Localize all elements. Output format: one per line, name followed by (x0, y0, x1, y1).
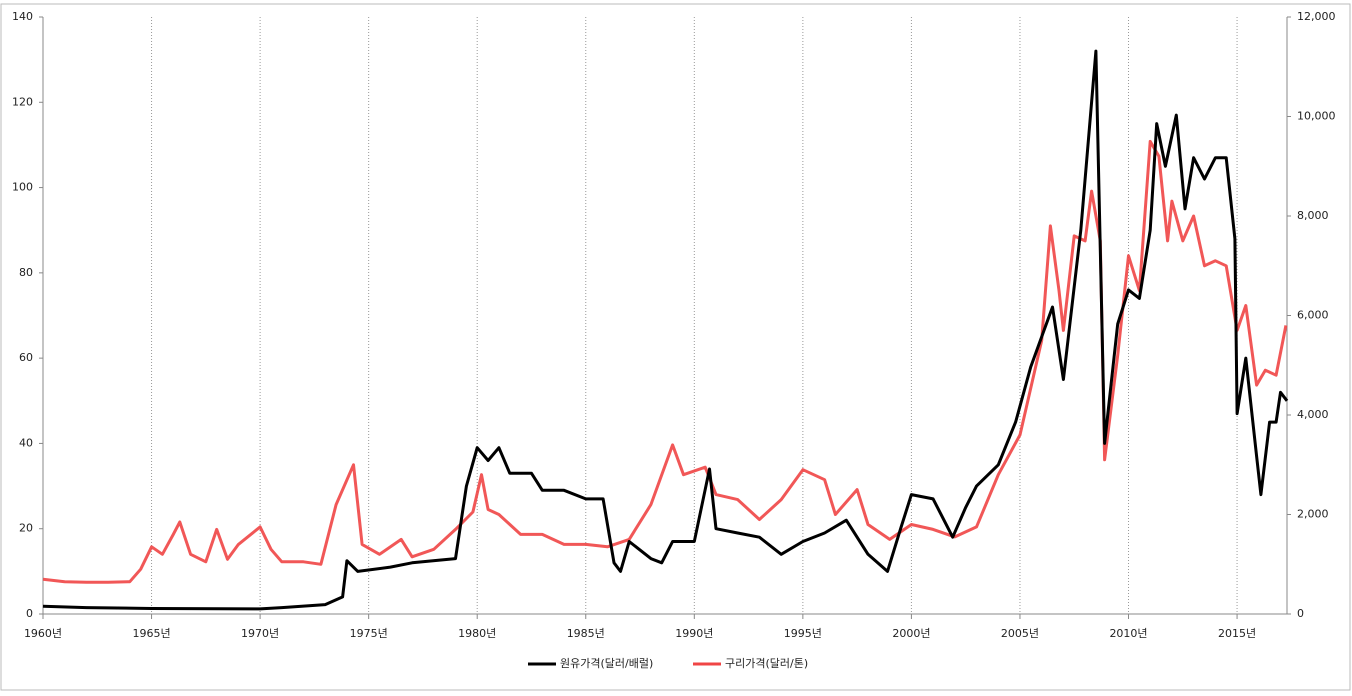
y2-tick-label: 10,000 (1297, 110, 1336, 123)
y2-tick-label: 2,000 (1297, 508, 1329, 521)
y-tick-label: 20 (19, 522, 33, 535)
x-tick-label: 1985년 (567, 627, 605, 640)
x-tick-label: 1990년 (675, 627, 713, 640)
x-tick-label: 1980년 (458, 627, 496, 640)
legend-label: 원유가격(달러/배럴) (560, 657, 653, 670)
x-tick-label: 1995년 (784, 627, 822, 640)
y-tick-label: 100 (12, 181, 33, 194)
y2-tick-label: 6,000 (1297, 309, 1329, 322)
y2-tick-label: 8,000 (1297, 209, 1329, 222)
x-tick-label: 1960년 (24, 627, 62, 640)
x-tick-label: 2010년 (1109, 627, 1147, 640)
y-tick-label: 0 (26, 607, 33, 620)
x-tick-label: 2000년 (892, 627, 930, 640)
y-tick-label: 80 (19, 266, 33, 279)
series-line (42, 139, 1288, 584)
x-tick-label: 1975년 (350, 627, 388, 640)
x-tick-label: 1970년 (241, 627, 279, 640)
y2-tick-label: 4,000 (1297, 408, 1329, 421)
plot-frame (0, 3, 1351, 691)
y2-tick-label: 12,000 (1297, 10, 1336, 23)
y-tick-label: 140 (12, 10, 33, 23)
legend-label: 구리가격(달러/톤) (725, 657, 808, 670)
y-tick-label: 40 (19, 436, 33, 449)
x-tick-label: 2015년 (1218, 627, 1256, 640)
y-tick-label: 60 (19, 351, 33, 364)
y2-tick-label: 0 (1297, 607, 1304, 620)
series-line (42, 49, 1289, 611)
y-tick-label: 120 (12, 95, 33, 108)
x-tick-label: 2005년 (1001, 627, 1039, 640)
x-tick-label: 1965년 (132, 627, 170, 640)
